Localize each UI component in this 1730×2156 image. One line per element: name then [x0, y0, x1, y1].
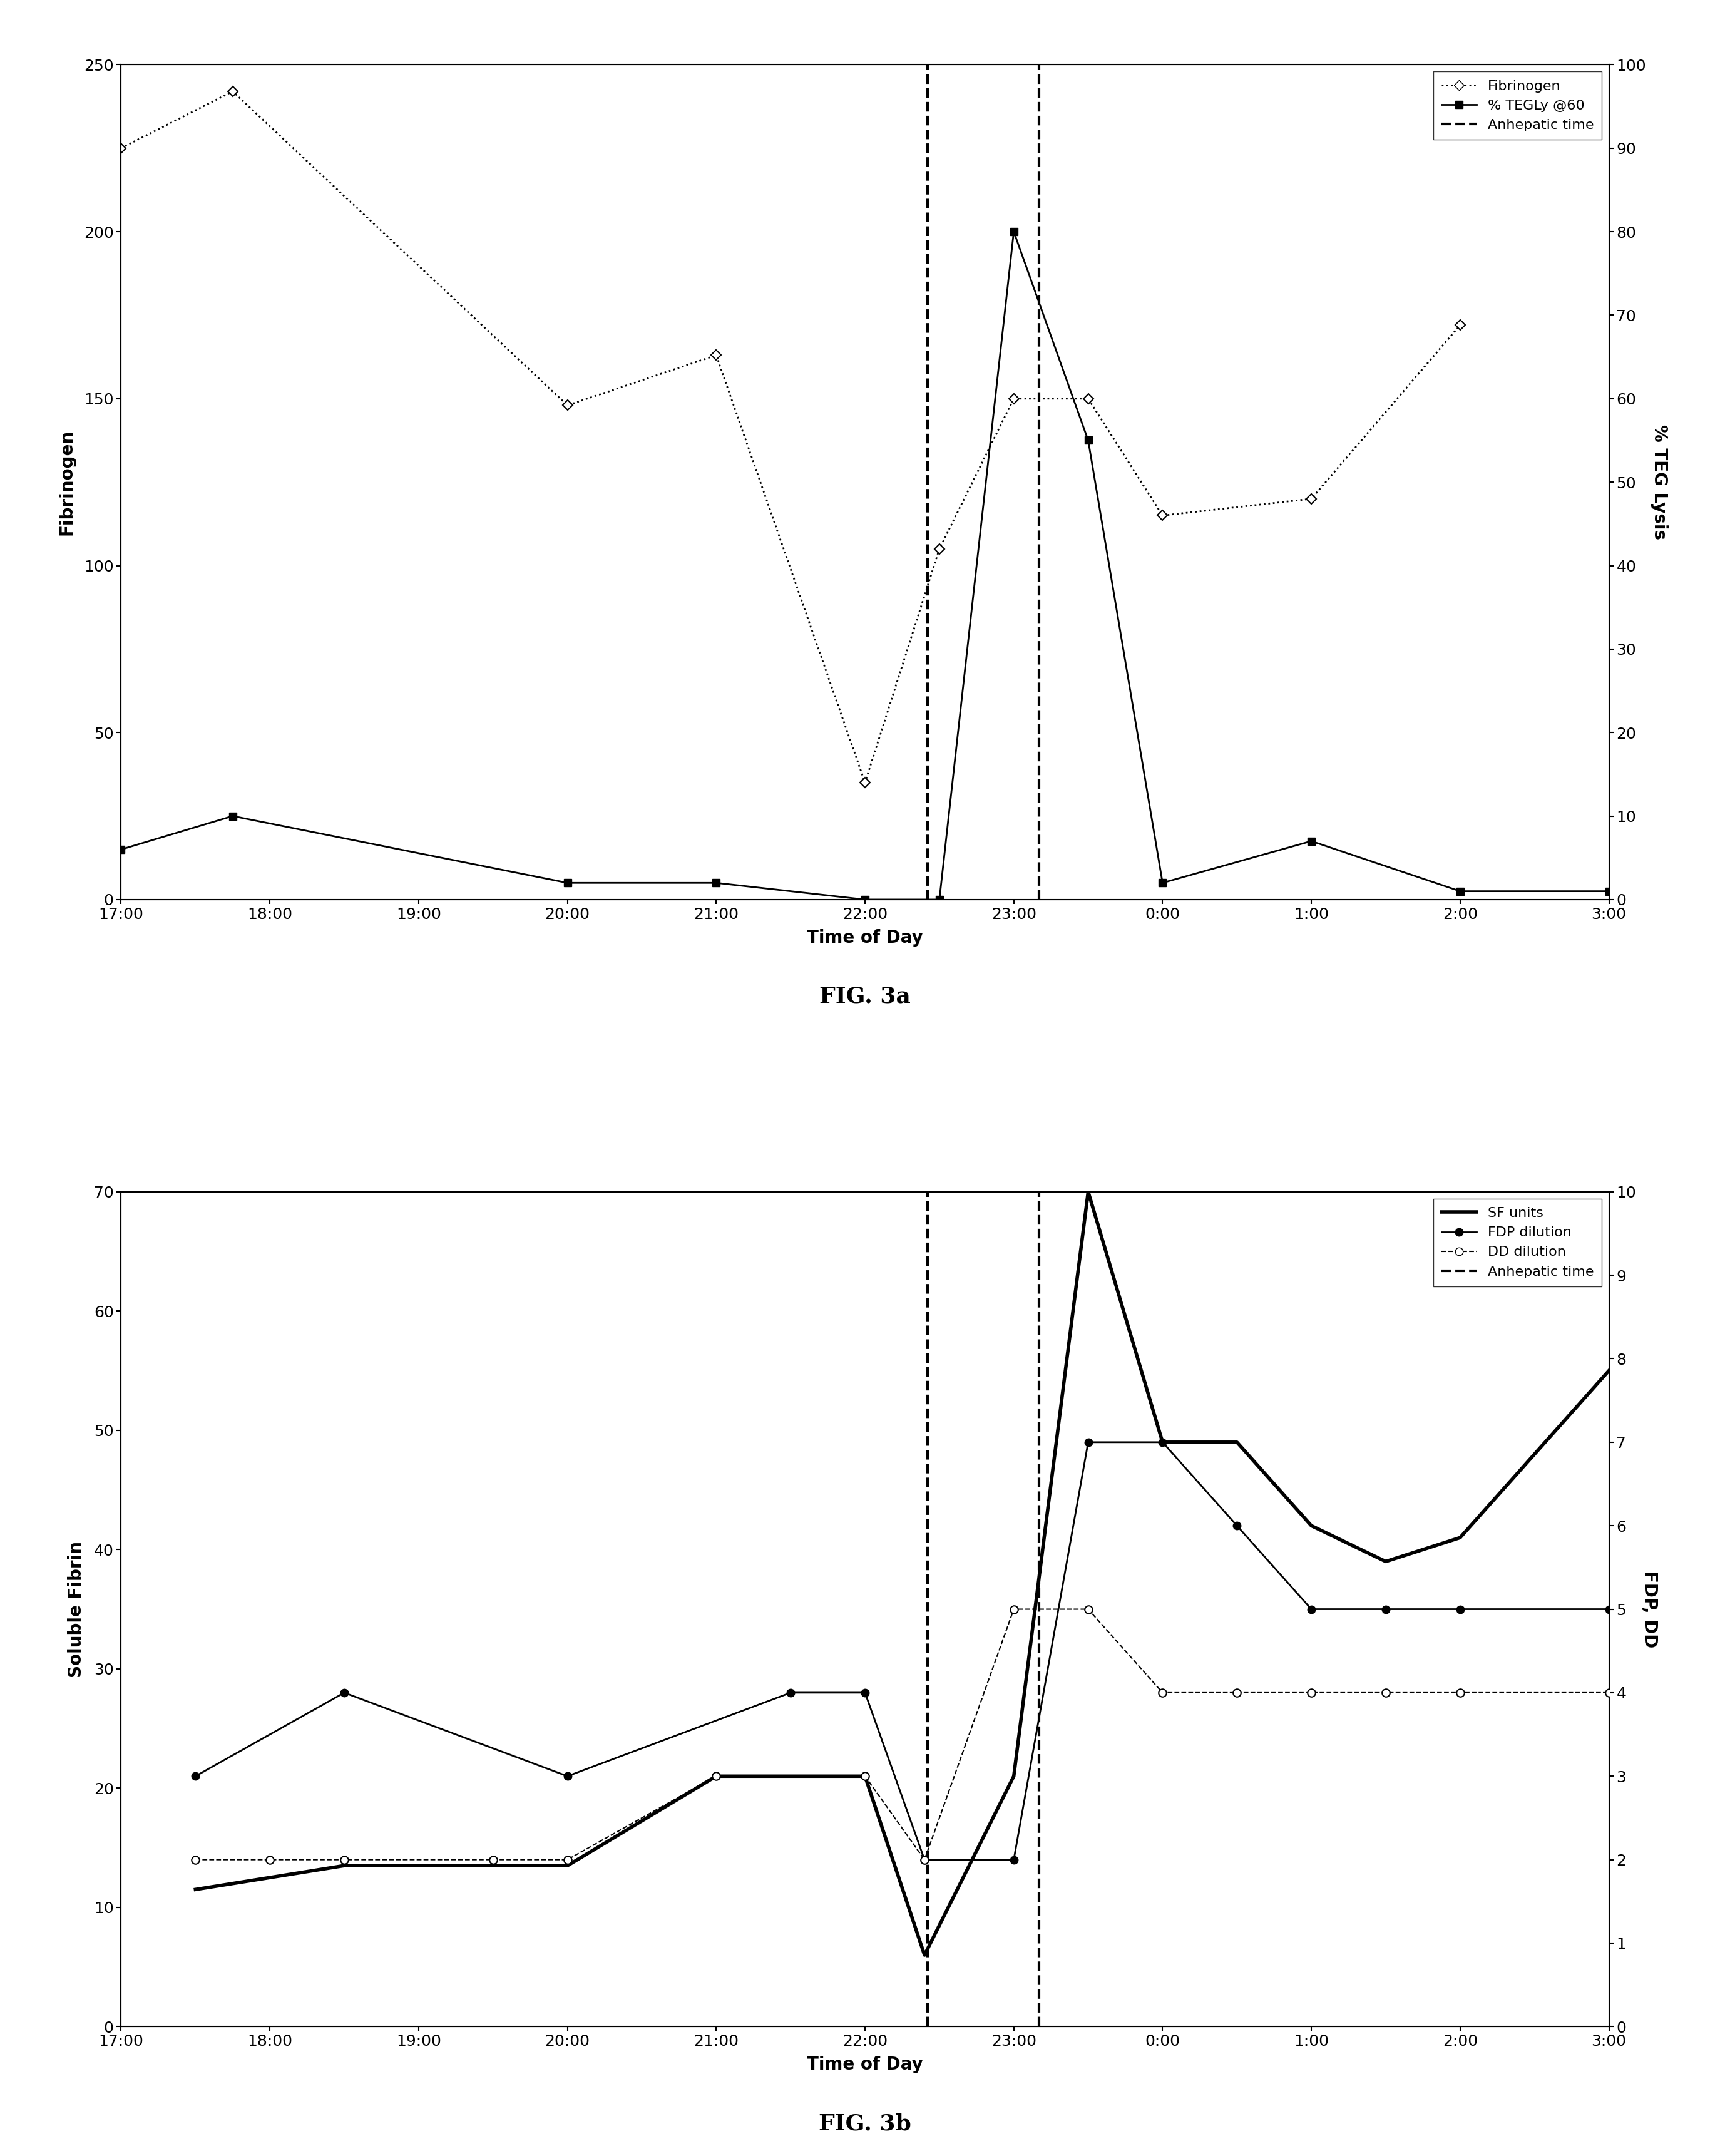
Y-axis label: Fibrinogen: Fibrinogen [57, 429, 74, 535]
Y-axis label: % TEG Lysis: % TEG Lysis [1650, 425, 1668, 539]
X-axis label: Time of Day: Time of Day [806, 2057, 924, 2074]
Text: FIG. 3b: FIG. 3b [818, 2113, 912, 2134]
Y-axis label: Soluble Fibrin: Soluble Fibrin [67, 1542, 85, 1677]
Text: FIG. 3a: FIG. 3a [820, 985, 910, 1007]
X-axis label: Time of Day: Time of Day [806, 929, 924, 946]
Legend: Fibrinogen, % TEGLy @60, Anhepatic time: Fibrinogen, % TEGLy @60, Anhepatic time [1432, 71, 1602, 140]
Legend: SF units, FDP dilution, DD dilution, Anhepatic time: SF units, FDP dilution, DD dilution, Anh… [1432, 1199, 1602, 1287]
Y-axis label: FDP, DD: FDP, DD [1640, 1570, 1657, 1647]
